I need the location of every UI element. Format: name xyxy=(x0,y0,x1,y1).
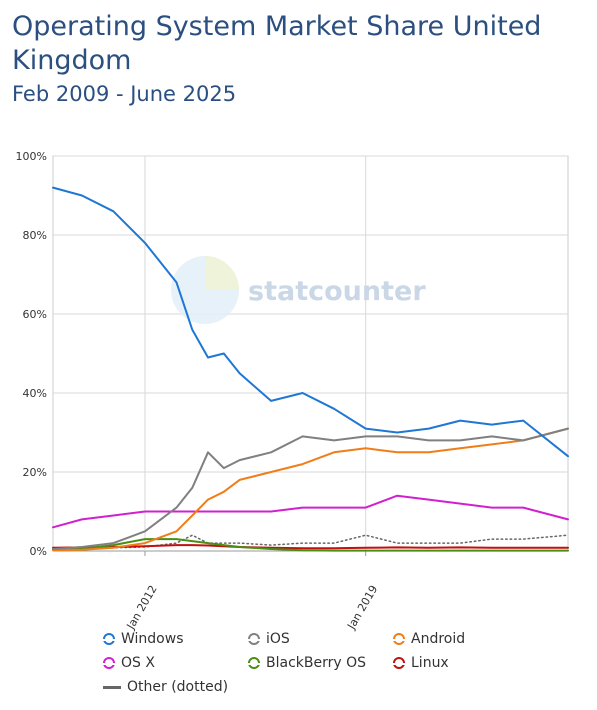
series-line-ios xyxy=(52,427,569,550)
legend-circle-icon xyxy=(98,633,120,645)
y-tick-label: 40% xyxy=(23,387,47,400)
legend-label: Windows xyxy=(121,631,184,647)
y-tick-label: 100% xyxy=(16,150,47,163)
x-tick-label: Jan 2019 xyxy=(344,583,380,632)
plot-area xyxy=(52,155,569,552)
legend-circle-icon xyxy=(243,633,265,645)
y-tick-label: 60% xyxy=(23,308,47,321)
y-tick-label: 80% xyxy=(23,229,47,242)
legend-circle-icon xyxy=(98,657,120,669)
x-tick-label: Jan 2012 xyxy=(124,583,160,632)
legend-circle-icon xyxy=(243,657,265,669)
series-line-android xyxy=(52,427,569,552)
series-line-linux xyxy=(52,544,569,550)
series-line-os-x xyxy=(52,494,569,529)
legend-item-ios[interactable]: iOS xyxy=(243,631,290,647)
legend-item-android[interactable]: Android xyxy=(388,631,466,647)
legend-label: Other (dotted) xyxy=(127,679,229,695)
series-line-windows xyxy=(52,186,569,458)
legend-label: Linux xyxy=(411,655,449,671)
legend-circle-icon xyxy=(388,633,410,645)
chart-subtitle: Feb 2009 - June 2025 xyxy=(12,82,237,106)
watermark-logo-accent-icon xyxy=(205,256,239,290)
legend-line-icon xyxy=(103,685,121,689)
series-line-blackberry-os xyxy=(52,538,569,552)
legend-label: BlackBerry OS xyxy=(266,655,367,671)
legend-item-os-x[interactable]: OS X xyxy=(98,655,155,671)
watermark-text: statcounter xyxy=(248,276,426,307)
y-tick-label: 0% xyxy=(30,545,47,558)
legend-label: iOS xyxy=(266,631,290,647)
chart-title: Operating System Market Share United Kin… xyxy=(12,11,542,76)
legend-circle-icon xyxy=(388,657,410,669)
legend-item-windows[interactable]: Windows xyxy=(98,631,184,647)
y-tick-label: 20% xyxy=(23,466,47,479)
legend-label: OS X xyxy=(121,655,155,671)
legend-label: Android xyxy=(411,631,466,647)
legend-item-linux[interactable]: Linux xyxy=(388,655,449,671)
legend-item-blackberry-os[interactable]: BlackBerry OS xyxy=(243,655,367,671)
legend-item-other-dotted[interactable]: Other (dotted) xyxy=(103,679,228,695)
